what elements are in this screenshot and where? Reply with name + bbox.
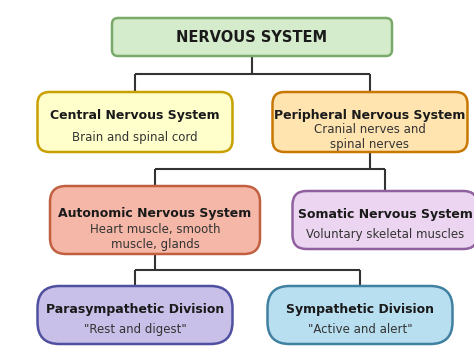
FancyBboxPatch shape bbox=[50, 186, 260, 254]
FancyBboxPatch shape bbox=[112, 18, 392, 56]
Text: Central Nervous System: Central Nervous System bbox=[50, 109, 220, 122]
FancyBboxPatch shape bbox=[292, 191, 474, 249]
Text: Voluntary skeletal muscles: Voluntary skeletal muscles bbox=[306, 228, 464, 241]
Text: Sympathetic Division: Sympathetic Division bbox=[286, 303, 434, 316]
FancyBboxPatch shape bbox=[37, 92, 233, 152]
Text: Cranial nerves and
spinal nerves: Cranial nerves and spinal nerves bbox=[314, 123, 426, 151]
Text: Brain and spinal cord: Brain and spinal cord bbox=[72, 131, 198, 143]
FancyBboxPatch shape bbox=[37, 286, 233, 344]
Text: "Rest and digest": "Rest and digest" bbox=[83, 323, 186, 336]
FancyBboxPatch shape bbox=[267, 286, 453, 344]
Text: Heart muscle, smooth
muscle, glands: Heart muscle, smooth muscle, glands bbox=[90, 223, 220, 251]
Text: Parasympathetic Division: Parasympathetic Division bbox=[46, 303, 224, 316]
Text: Somatic Nervous System: Somatic Nervous System bbox=[298, 208, 473, 221]
Text: Autonomic Nervous System: Autonomic Nervous System bbox=[58, 207, 252, 220]
FancyBboxPatch shape bbox=[273, 92, 467, 152]
Text: "Active and alert": "Active and alert" bbox=[308, 323, 412, 336]
Text: NERVOUS SYSTEM: NERVOUS SYSTEM bbox=[176, 29, 328, 44]
Text: Peripheral Nervous System: Peripheral Nervous System bbox=[274, 109, 465, 122]
